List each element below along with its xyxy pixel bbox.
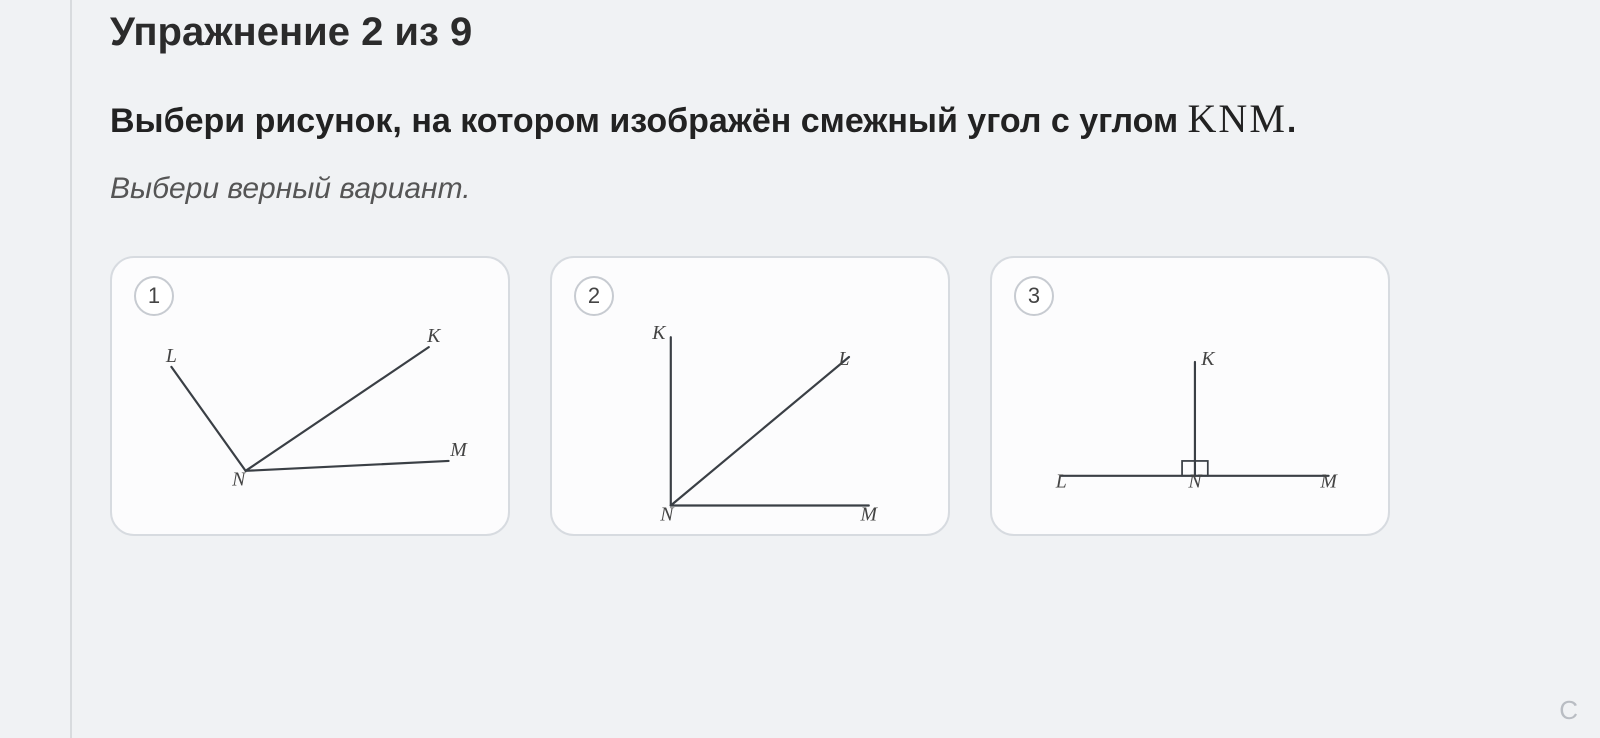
svg-text:K: K (651, 322, 667, 344)
option-badge-3: 3 (1014, 276, 1054, 316)
svg-text:N: N (1187, 471, 1203, 493)
svg-text:K: K (426, 325, 442, 347)
angle-name: KNM (1188, 96, 1287, 141)
svg-text:L: L (1055, 471, 1067, 493)
question-suffix: . (1287, 102, 1296, 140)
question-prefix: Выбери рисунок, на котором изображён сме… (110, 102, 1188, 140)
svg-text:N: N (659, 503, 675, 525)
option-card-1[interactable]: 1 L K M N (110, 256, 510, 536)
question-text: Выбери рисунок, на котором изображён сме… (110, 95, 1490, 142)
svg-text:M: M (1319, 471, 1338, 493)
svg-text:N: N (231, 469, 247, 491)
svg-text:L: L (165, 345, 177, 367)
option-badge-2: 2 (574, 276, 614, 316)
instruction-text: Выбери верный вариант. (110, 172, 1490, 206)
svg-text:M: M (860, 503, 879, 525)
options-row: 1 L K M N 2 K L N M 3 K L N M (110, 256, 1490, 536)
svg-text:L: L (838, 348, 850, 370)
page-corner-letter: С (1559, 695, 1578, 726)
option-card-2[interactable]: 2 K L N M (550, 256, 950, 536)
svg-text:K: K (1200, 348, 1216, 370)
exercise-title: Упражнение 2 из 9 (110, 10, 1490, 55)
option-badge-1: 1 (134, 276, 174, 316)
exercise-page: Упражнение 2 из 9 Выбери рисунок, на кот… (0, 0, 1600, 536)
option-card-3[interactable]: 3 K L N M (990, 256, 1390, 536)
svg-text:M: M (449, 439, 468, 461)
